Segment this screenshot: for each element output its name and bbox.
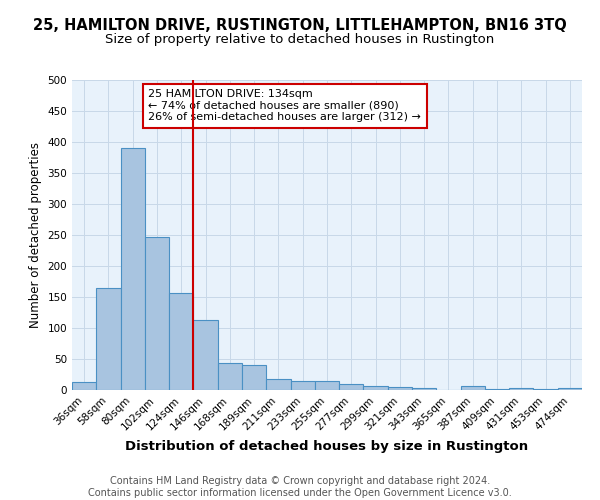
Bar [364, 386, 388, 390]
Bar [339, 384, 364, 390]
Bar [121, 148, 145, 390]
Bar [315, 382, 339, 390]
Bar [509, 388, 533, 390]
Bar [72, 382, 96, 390]
Y-axis label: Number of detached properties: Number of detached properties [29, 142, 42, 328]
Bar [96, 288, 121, 390]
Bar [169, 292, 193, 390]
Bar [193, 320, 218, 390]
Bar [266, 380, 290, 390]
Bar [290, 380, 315, 390]
Bar [145, 237, 169, 390]
Text: 25, HAMILTON DRIVE, RUSTINGTON, LITTLEHAMPTON, BN16 3TQ: 25, HAMILTON DRIVE, RUSTINGTON, LITTLEHA… [33, 18, 567, 32]
X-axis label: Distribution of detached houses by size in Rustington: Distribution of detached houses by size … [125, 440, 529, 453]
Bar [558, 388, 582, 390]
Text: 25 HAMILTON DRIVE: 134sqm
← 74% of detached houses are smaller (890)
26% of semi: 25 HAMILTON DRIVE: 134sqm ← 74% of detac… [149, 90, 421, 122]
Bar [388, 387, 412, 390]
Bar [412, 388, 436, 390]
Bar [242, 364, 266, 390]
Bar [218, 362, 242, 390]
Text: Size of property relative to detached houses in Rustington: Size of property relative to detached ho… [106, 32, 494, 46]
Text: Contains HM Land Registry data © Crown copyright and database right 2024.
Contai: Contains HM Land Registry data © Crown c… [88, 476, 512, 498]
Bar [461, 386, 485, 390]
